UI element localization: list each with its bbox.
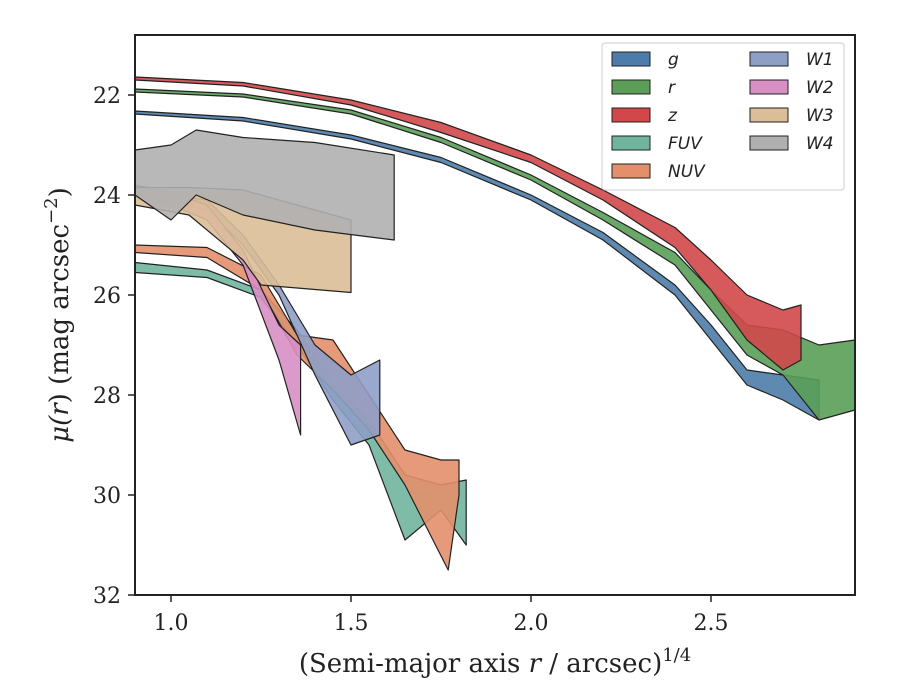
legend-swatch-fuv [611,135,651,151]
legend-swatch-w4 [749,135,789,151]
y-axis: 22 24 26 28 30 32 [93,84,135,609]
band-z [134,76,802,371]
x-axis: 1.0 1.5 2.0 2.5 [154,595,729,636]
band-w4 [134,129,395,241]
x-tick-label: 2.0 [514,611,549,636]
legend-swatch-g [611,51,651,67]
legend-label-fuv: FUV [668,134,703,154]
legend-label-z: z [667,106,678,126]
y-tick-label: 30 [93,484,121,509]
x-tick-label: 1.5 [334,611,369,636]
x-tick-label: 2.5 [694,611,729,636]
y-tick-label: 32 [93,584,121,609]
y-tick-label: 24 [93,184,121,209]
x-tick-label: 1.0 [154,611,189,636]
legend-label-w2: W2 [806,78,834,98]
legend-label-g: g [668,50,679,70]
y-tick-label: 26 [93,284,121,309]
legend-label-nuv: NUV [668,162,706,182]
legend-swatch-w1 [749,51,789,67]
legend-label-w1: W1 [806,50,834,70]
legend-swatch-nuv [611,163,651,179]
legend-swatch-z [611,107,651,123]
y-tick-label: 28 [93,384,121,409]
legend-label-r: r [668,78,676,98]
x-axis-label: (Semi-major axis r / arcsec)1/4 [299,645,691,679]
legend-swatch-w2 [749,79,789,95]
legend-swatch-r [611,79,651,95]
legend-label-w4: W4 [806,134,834,154]
axes-frame [134,34,856,596]
y-axis-label: μ(r) (mag arcsec−2) [41,187,75,443]
y-tick-label: 22 [93,84,121,109]
legend-swatch-w3 [749,107,789,123]
legend-label-w3: W3 [806,106,834,126]
plot-area [134,76,856,571]
legend: grz FUV NUV W1 W2 W3 W4 [601,42,845,191]
